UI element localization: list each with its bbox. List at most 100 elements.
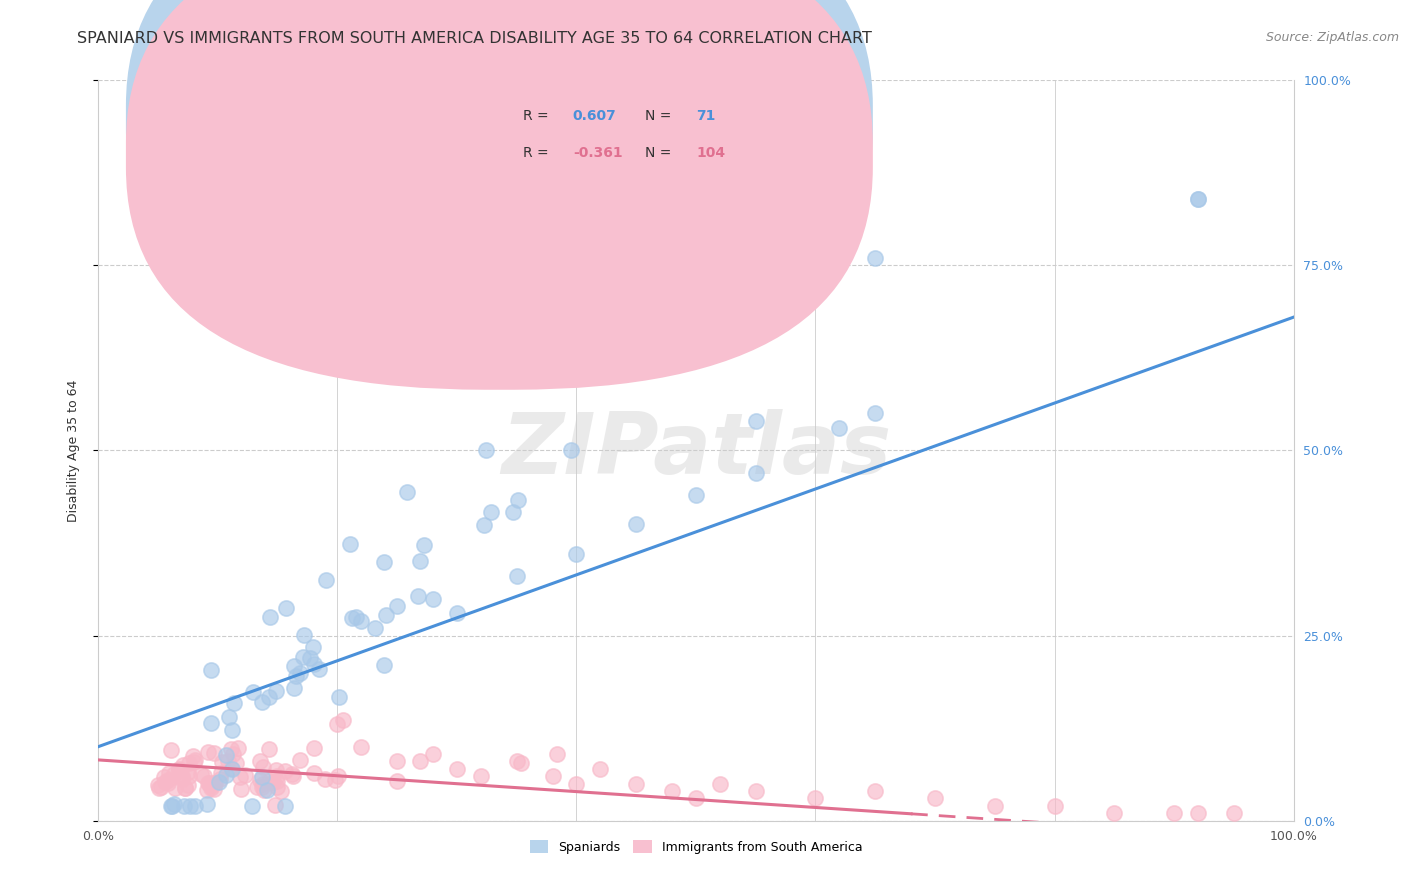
Text: N =: N = — [644, 145, 675, 160]
Point — [156, 776, 179, 790]
Point — [149, 780, 172, 794]
Point — [661, 784, 683, 798]
Point — [167, 769, 190, 783]
Text: Source: ZipAtlas.com: Source: ZipAtlas.com — [1265, 31, 1399, 45]
Point — [292, 628, 315, 642]
Point — [221, 723, 243, 737]
Point — [250, 770, 273, 784]
Point — [200, 780, 222, 795]
Point — [506, 755, 529, 769]
Point — [183, 755, 205, 769]
Point — [198, 776, 221, 790]
Point — [302, 640, 325, 654]
Point — [565, 547, 588, 561]
Point — [510, 756, 533, 770]
Point — [314, 772, 336, 786]
Point — [202, 776, 225, 790]
Point — [153, 774, 176, 789]
Point — [470, 769, 492, 783]
Point — [183, 754, 205, 768]
Point — [709, 776, 731, 791]
Point — [502, 504, 524, 518]
Point — [219, 742, 242, 756]
Point — [190, 766, 212, 780]
Text: 104: 104 — [696, 145, 725, 160]
Point — [1043, 798, 1066, 813]
Point — [193, 769, 215, 783]
Point — [173, 781, 195, 796]
Point — [160, 742, 183, 756]
Point — [259, 609, 281, 624]
Point — [177, 778, 200, 792]
Point — [153, 771, 176, 785]
Point — [385, 599, 409, 613]
Point — [200, 716, 222, 731]
Point — [226, 741, 249, 756]
Point — [1187, 806, 1209, 821]
Point — [328, 690, 350, 705]
Point — [228, 770, 250, 784]
Point — [256, 783, 278, 797]
Text: N =: N = — [644, 109, 675, 123]
Point — [222, 697, 245, 711]
Point — [179, 798, 201, 813]
Point — [541, 769, 564, 783]
Point — [211, 755, 233, 769]
Point — [214, 747, 236, 762]
Point — [242, 685, 264, 699]
Point — [204, 775, 226, 789]
Legend: Spaniards, Immigrants from South America: Spaniards, Immigrants from South America — [524, 835, 868, 859]
Point — [408, 754, 430, 768]
Point — [373, 556, 395, 570]
Point — [865, 784, 887, 798]
Point — [281, 769, 304, 783]
Point — [249, 754, 271, 768]
Point — [283, 681, 305, 695]
Point — [197, 776, 219, 790]
Point — [1187, 192, 1209, 206]
Point — [589, 762, 612, 776]
Point — [546, 747, 568, 762]
Text: -0.361: -0.361 — [572, 145, 623, 160]
Point — [865, 407, 887, 421]
Point — [219, 761, 242, 775]
Point — [208, 775, 231, 789]
Point — [326, 717, 349, 731]
Point — [173, 798, 195, 813]
Point — [148, 778, 170, 792]
Point — [626, 776, 648, 791]
Point — [446, 762, 468, 776]
Point — [292, 650, 315, 665]
Point — [332, 713, 354, 727]
Point — [217, 754, 239, 768]
Point — [257, 690, 280, 704]
Point — [252, 777, 274, 791]
Point — [218, 710, 240, 724]
Point — [285, 669, 308, 683]
Point — [159, 798, 181, 813]
Point — [385, 755, 409, 769]
Point — [262, 774, 284, 789]
Point — [299, 651, 322, 665]
Point — [264, 763, 287, 777]
Point — [395, 485, 418, 500]
Point — [1163, 806, 1185, 821]
Point — [274, 764, 297, 778]
Point — [475, 443, 498, 458]
Point — [385, 774, 409, 789]
Point — [828, 421, 851, 435]
Point — [253, 783, 276, 797]
Point — [406, 589, 429, 603]
Point — [160, 798, 183, 813]
Point — [1223, 806, 1246, 821]
Point — [183, 749, 205, 764]
Point — [233, 768, 256, 782]
Point — [252, 760, 274, 774]
Point — [202, 746, 225, 760]
Point — [364, 621, 387, 635]
Point — [270, 783, 292, 797]
Point — [200, 663, 222, 677]
Point — [1187, 192, 1209, 206]
FancyBboxPatch shape — [127, 0, 873, 390]
Point — [264, 798, 287, 813]
